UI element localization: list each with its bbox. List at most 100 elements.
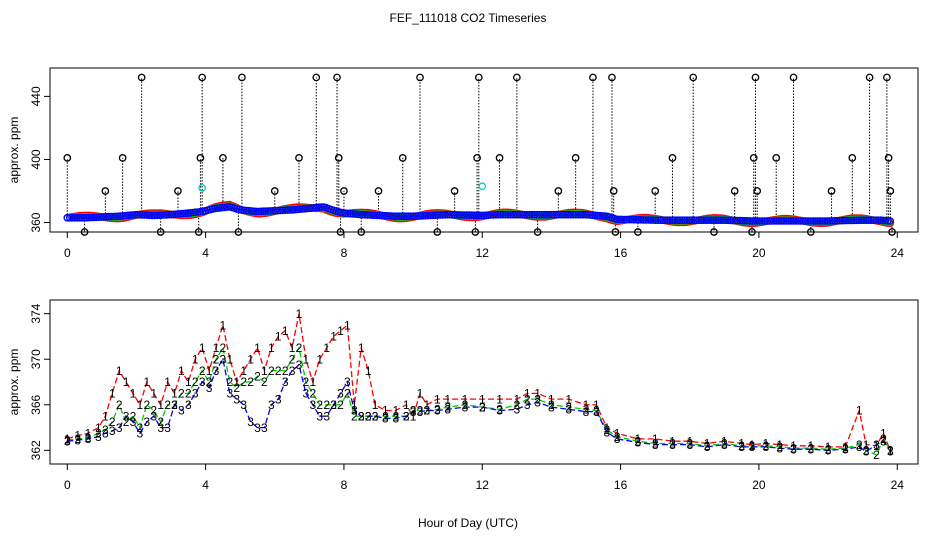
series-marker-1: 1 [856, 404, 863, 418]
bottom-x-tick-label: 0 [64, 478, 71, 492]
top-point-blue [421, 211, 430, 220]
series-marker-3: 3 [776, 441, 783, 455]
spike-point [357, 228, 366, 236]
series-marker-2: 2 [330, 398, 337, 412]
top-y-axis-label: approx. ppm [7, 117, 21, 184]
spike-point [471, 228, 480, 236]
series-marker-2: 2 [434, 403, 441, 417]
series-marker-1: 1 [351, 398, 358, 412]
series-marker-2: 2 [337, 398, 344, 412]
series-marker-1: 1 [686, 434, 693, 448]
series-marker-3: 3 [185, 398, 192, 412]
spike-point [234, 228, 243, 236]
top-point-blue [690, 216, 699, 225]
series-marker-3: 3 [130, 415, 137, 429]
top-point-blue [424, 211, 432, 220]
top-point-blue [436, 211, 444, 219]
top-y-tick-label: 440 [29, 86, 43, 106]
series-marker-2: 2 [268, 364, 275, 378]
series-marker-1: 1 [790, 439, 797, 453]
top-point-blue [472, 211, 481, 220]
top-point-blue [165, 210, 173, 219]
top-point-blue [828, 217, 837, 225]
top-point-blue [511, 210, 519, 219]
top-point-blue [441, 211, 449, 219]
top-point-blue [390, 212, 398, 221]
top-point-blue [712, 216, 720, 225]
spike-point [668, 154, 677, 162]
top-point-blue [501, 210, 510, 219]
bottom-x-tick-label: 16 [614, 478, 628, 492]
series-marker-2: 2 [479, 400, 486, 414]
top-point-blue [508, 210, 517, 219]
series-marker-1: 1 [548, 392, 555, 406]
spike-point [883, 73, 891, 82]
top-point-blue [145, 211, 154, 220]
series-marker-3: 3 [85, 432, 92, 446]
top-point-blue [65, 214, 74, 222]
top-point-blue [467, 211, 476, 220]
top-point-blue [796, 217, 805, 225]
series-marker-1: 1 [514, 392, 521, 406]
spike-point [634, 228, 642, 236]
spike-point [888, 228, 896, 236]
top-point-blue [274, 206, 282, 215]
spike-point [333, 73, 341, 82]
top-point-blue [356, 210, 365, 219]
series-marker-2: 2 [289, 352, 296, 366]
top-x-tick-label: 8 [341, 246, 348, 260]
top-point-blue [777, 217, 786, 225]
top-point-blue [460, 211, 469, 219]
top-point-blue [477, 211, 486, 220]
series-marker-3: 3 [614, 432, 621, 446]
series-marker-3: 3 [344, 375, 351, 389]
series-marker-3: 3 [143, 415, 150, 429]
spike-point [689, 73, 698, 82]
bottom-x-tick-label: 24 [891, 478, 905, 492]
top-point-blue [182, 209, 190, 218]
series-marker-3: 3 [323, 409, 330, 423]
top-point-blue [305, 204, 314, 213]
top-point-blue [726, 216, 735, 225]
series-marker-1: 1 [316, 352, 323, 366]
top-point-blue [119, 212, 127, 220]
series-marker-2: 2 [424, 404, 431, 418]
series-marker-3: 3 [240, 398, 247, 412]
spike-point [174, 187, 182, 195]
series-marker-3: 3 [261, 421, 268, 435]
top-point-blue [852, 216, 861, 225]
top-point-blue [97, 213, 106, 221]
series-line-3 [67, 357, 891, 453]
top-point-blue [579, 210, 587, 219]
bottom-y-tick-label: 366 [29, 394, 43, 414]
top-point-blue [571, 210, 580, 219]
top-x-tick-label: 20 [752, 246, 766, 260]
top-point-blue [554, 210, 563, 219]
spike-point [312, 73, 321, 82]
top-point-blue [385, 212, 394, 220]
series-marker-3: 3 [583, 405, 590, 419]
series-marker-2: 2 [704, 439, 711, 453]
series-marker-3: 3 [738, 440, 745, 454]
top-point-blue [160, 211, 168, 219]
series-marker-3: 3 [669, 438, 676, 452]
series-marker-2: 2 [344, 387, 351, 401]
top-point-blue [753, 217, 762, 225]
series-marker-1: 1 [282, 324, 289, 338]
top-point-blue [617, 215, 626, 224]
spike-point [772, 154, 781, 162]
series-marker-2: 2 [282, 364, 289, 378]
series-marker-2: 2 [842, 441, 849, 455]
top-point-blue [867, 216, 875, 225]
top-point-blue [547, 210, 556, 219]
top-point-blue [269, 207, 277, 215]
top-point-blue [838, 216, 846, 225]
series-marker-2: 2 [603, 423, 610, 437]
series-marker-2: 2 [807, 441, 814, 455]
series-marker-1: 1 [102, 409, 109, 423]
top-point-blue [75, 214, 84, 222]
spike-point [340, 187, 348, 195]
series-marker-1: 1 [206, 364, 213, 378]
